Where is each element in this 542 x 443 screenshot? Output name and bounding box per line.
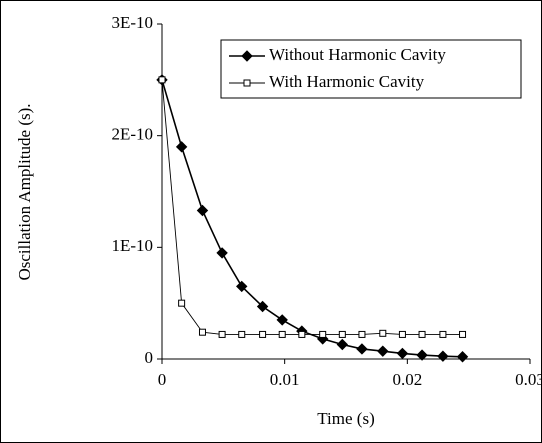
data-point — [416, 349, 428, 361]
data-point — [418, 330, 426, 338]
data-point — [456, 351, 469, 363]
x-tick-label: 0.03 — [515, 370, 542, 389]
y-tick-label: 3E-10 — [111, 13, 153, 32]
data-point — [216, 247, 228, 259]
data-point — [437, 350, 449, 362]
y-tick-label: 1E-10 — [111, 236, 153, 255]
x-axis-label: Time (s) — [317, 409, 374, 428]
data-point — [377, 345, 389, 357]
data-point — [336, 338, 349, 351]
x-tick-label: 0.01 — [270, 370, 300, 389]
y-tick-label: 0 — [145, 348, 154, 367]
data-point — [319, 330, 327, 338]
legend-box — [220, 39, 522, 99]
data-point — [259, 330, 267, 338]
legend-label: Without Harmonic Cavity — [269, 45, 446, 64]
data-point — [379, 329, 387, 337]
data-point — [198, 328, 206, 336]
legend-marker — [243, 79, 251, 87]
data-point — [338, 330, 346, 338]
data-point — [459, 330, 467, 338]
data-point — [278, 330, 286, 338]
data-point — [276, 314, 288, 326]
x-tick-label: 0 — [158, 370, 167, 389]
data-point — [158, 76, 166, 84]
data-point — [238, 330, 246, 338]
data-point — [298, 330, 306, 338]
data-point — [218, 330, 226, 338]
data-point — [196, 204, 209, 217]
legend-label: With Harmonic Cavity — [269, 72, 425, 91]
data-point — [396, 347, 409, 360]
y-tick-label: 2E-10 — [111, 125, 153, 144]
data-point — [175, 141, 188, 153]
data-point — [398, 330, 406, 338]
data-point — [358, 330, 366, 338]
series-line — [161, 79, 463, 358]
data-point — [236, 280, 248, 293]
data-point — [178, 299, 186, 307]
series-line — [161, 79, 463, 335]
data-point — [356, 343, 368, 355]
x-tick-label: 0.02 — [392, 370, 422, 389]
data-point — [439, 330, 447, 338]
data-point — [256, 300, 269, 313]
y-axis-label: Oscillation Amplitude (s). — [15, 103, 34, 280]
legend-marker — [241, 50, 253, 62]
